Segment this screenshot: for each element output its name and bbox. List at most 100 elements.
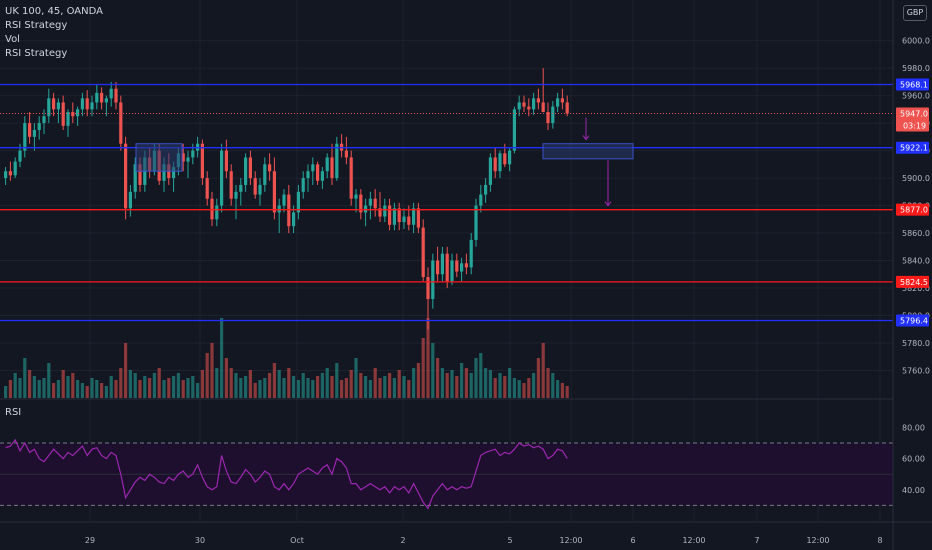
volume-bar: [181, 380, 185, 398]
time-tick-label: 6: [630, 536, 635, 545]
candle-body: [431, 260, 435, 300]
candle-body: [306, 171, 310, 179]
candle-body: [325, 157, 329, 172]
symbol-title[interactable]: UK 100, 45, OANDA: [5, 6, 103, 17]
time-tick-label: 12:00: [806, 536, 829, 545]
time-tick-label: 7: [754, 536, 759, 545]
volume-bar: [402, 376, 406, 398]
rsi-panel-label[interactable]: RSI: [5, 407, 22, 418]
volume-bar: [95, 380, 99, 398]
price-tick-label: 5760.0: [902, 367, 930, 376]
candle-body: [220, 150, 224, 206]
candle-body: [373, 198, 377, 209]
candle-body: [248, 157, 252, 179]
volume-bar: [220, 318, 224, 398]
candle-body: [498, 153, 502, 172]
volume-bar: [229, 368, 233, 398]
volume-bar: [23, 358, 27, 398]
candle-body: [138, 164, 142, 185]
candle-body: [253, 178, 257, 195]
volume-bar: [412, 368, 416, 398]
volume-bar: [52, 383, 56, 398]
candle-body: [268, 164, 272, 172]
volume-bar: [287, 368, 291, 398]
candle-body: [402, 216, 406, 223]
candle-body: [445, 253, 449, 282]
candle-body: [114, 88, 118, 103]
candle-body: [392, 208, 396, 225]
candle-body: [388, 205, 392, 225]
volume-bar: [512, 378, 516, 398]
candle-body: [565, 102, 569, 114]
candle-body: [172, 167, 176, 179]
volume-bar: [272, 363, 276, 398]
candle-body: [47, 98, 51, 117]
candle-body: [37, 123, 41, 130]
volume-bar: [42, 378, 46, 398]
candle-body: [330, 157, 334, 179]
volume-bar: [248, 370, 252, 398]
price-levels: [0, 83, 893, 322]
volume-bar: [556, 380, 560, 398]
level-price-tag: [896, 78, 929, 91]
price-tick-label: 5780.0: [902, 339, 930, 348]
candle-body: [556, 98, 560, 107]
volume-bar: [484, 368, 488, 398]
volume-bar: [234, 373, 238, 398]
volume-bar: [359, 373, 363, 398]
indicator-vol[interactable]: Vol: [5, 34, 20, 45]
currency-badge[interactable]: GBP: [903, 5, 927, 21]
candle-body: [412, 208, 416, 225]
time-tick-label: 5: [507, 536, 512, 545]
candle-body: [95, 92, 99, 103]
candle-body: [450, 260, 454, 282]
volume-bar: [551, 373, 555, 398]
volume-bar: [383, 376, 387, 398]
volume-bar: [407, 380, 411, 398]
countdown-label: 03:19: [903, 121, 926, 130]
volume-bar: [503, 376, 507, 398]
volume-bar: [450, 370, 454, 398]
volume-bar: [364, 376, 368, 398]
volume-bar: [258, 380, 262, 398]
volume-bar: [397, 370, 401, 398]
candle-body: [541, 102, 545, 113]
level-price-tag: [896, 314, 929, 327]
volume-bar: [344, 378, 348, 398]
price-tick-label: 5840.0: [902, 257, 930, 266]
level-price-tag: [896, 275, 929, 288]
candle-body: [536, 98, 540, 103]
volume-bar: [532, 373, 536, 398]
candle-body: [349, 157, 353, 199]
candle-body: [316, 164, 320, 181]
indicator-rsi-strategy-1[interactable]: RSI Strategy: [5, 20, 68, 31]
candle-body: [234, 191, 238, 199]
candle-body: [287, 194, 291, 227]
candle-body: [229, 171, 233, 199]
price-tick-label: 5900.0: [902, 174, 930, 183]
candle-body: [13, 161, 17, 176]
candle-body: [320, 171, 324, 181]
volume-bar: [426, 318, 430, 398]
volume-bar: [541, 343, 545, 398]
volume-bar: [388, 373, 392, 398]
candle-body: [527, 106, 531, 110]
candle-body: [469, 239, 473, 268]
price-tick-label: 5820.0: [902, 284, 930, 293]
candle-body: [426, 277, 430, 300]
candle-body: [421, 227, 425, 278]
level-price-tag: [896, 203, 929, 216]
candle-body: [378, 208, 382, 217]
candle-body: [109, 88, 113, 99]
price-tick-label: 5860.0: [902, 229, 930, 238]
indicator-rsi-strategy-2[interactable]: RSI Strategy: [5, 48, 68, 59]
candle-body: [551, 106, 555, 124]
candle-body: [359, 194, 363, 213]
candle-body: [397, 208, 401, 223]
volume-bar: [522, 383, 526, 398]
volume-bar: [210, 343, 214, 398]
candle-body: [205, 178, 209, 199]
arrow-down-1-head: [582, 135, 590, 141]
annotations: [135, 117, 634, 207]
